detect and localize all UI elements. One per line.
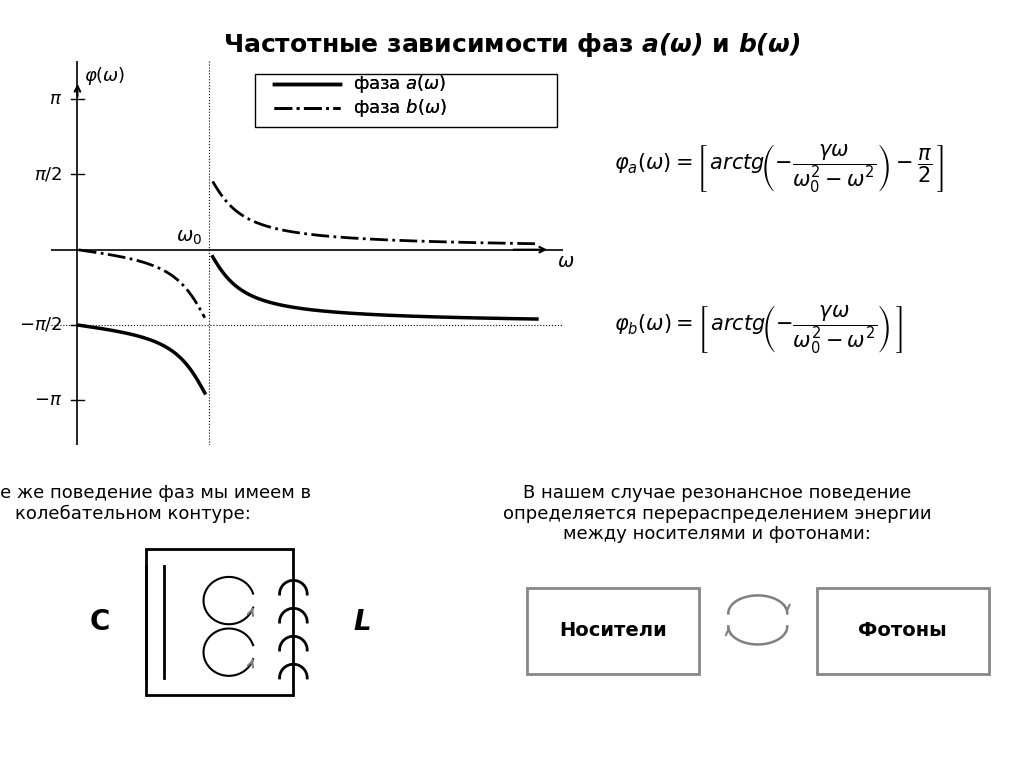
- Bar: [145, 549, 293, 695]
- Text: Частотные зависимости фаз $\bfit{a(\omega)}$ и $\bfit{b(\omega)}$: Частотные зависимости фаз $\bfit{a(\omeg…: [223, 31, 801, 58]
- Text: Такое же поведение фаз мы имеем в
колебательном контуре:: Такое же поведение фаз мы имеем в колеба…: [0, 484, 310, 523]
- Text: фаза $a(\omega)$: фаза $a(\omega)$: [353, 73, 446, 95]
- Text: $\varphi_a(\omega)=\left[\,arctg\!\left(-\dfrac{\gamma\omega}{\omega_0^2-\omega^: $\varphi_a(\omega)=\left[\,arctg\!\left(…: [614, 143, 944, 195]
- Text: В нашем случае резонансное поведение
определяется перераспределением энергии
меж: В нашем случае резонансное поведение опр…: [503, 484, 931, 544]
- Bar: [817, 588, 989, 674]
- Text: $\pi/2$: $\pi/2$: [34, 165, 61, 184]
- Text: C: C: [90, 608, 110, 636]
- Text: $\pi$: $\pi$: [48, 90, 61, 108]
- Text: $\omega$: $\omega$: [557, 252, 574, 271]
- Text: $-\pi/2$: $-\pi/2$: [18, 316, 61, 334]
- FancyBboxPatch shape: [255, 74, 557, 127]
- Text: $\varphi_b(\omega)=\left[\,arctg\!\left(-\dfrac{\gamma\omega}{\omega_0^2-\omega^: $\varphi_b(\omega)=\left[\,arctg\!\left(…: [614, 304, 903, 356]
- Text: фаза $a(\omega)$: фаза $a(\omega)$: [353, 73, 446, 95]
- Text: $-\pi$: $-\pi$: [34, 391, 61, 409]
- Bar: [526, 588, 698, 674]
- Text: Фотоны: Фотоны: [858, 621, 947, 641]
- Text: фаза $b(\omega)$: фаза $b(\omega)$: [353, 97, 446, 119]
- Text: фаза $b(\omega)$: фаза $b(\omega)$: [353, 97, 446, 119]
- Text: Носители: Носители: [559, 621, 667, 641]
- Text: L: L: [353, 608, 372, 636]
- Text: $\varphi(\omega)$: $\varphi(\omega)$: [84, 65, 126, 88]
- Text: $\omega_0$: $\omega_0$: [176, 228, 202, 247]
